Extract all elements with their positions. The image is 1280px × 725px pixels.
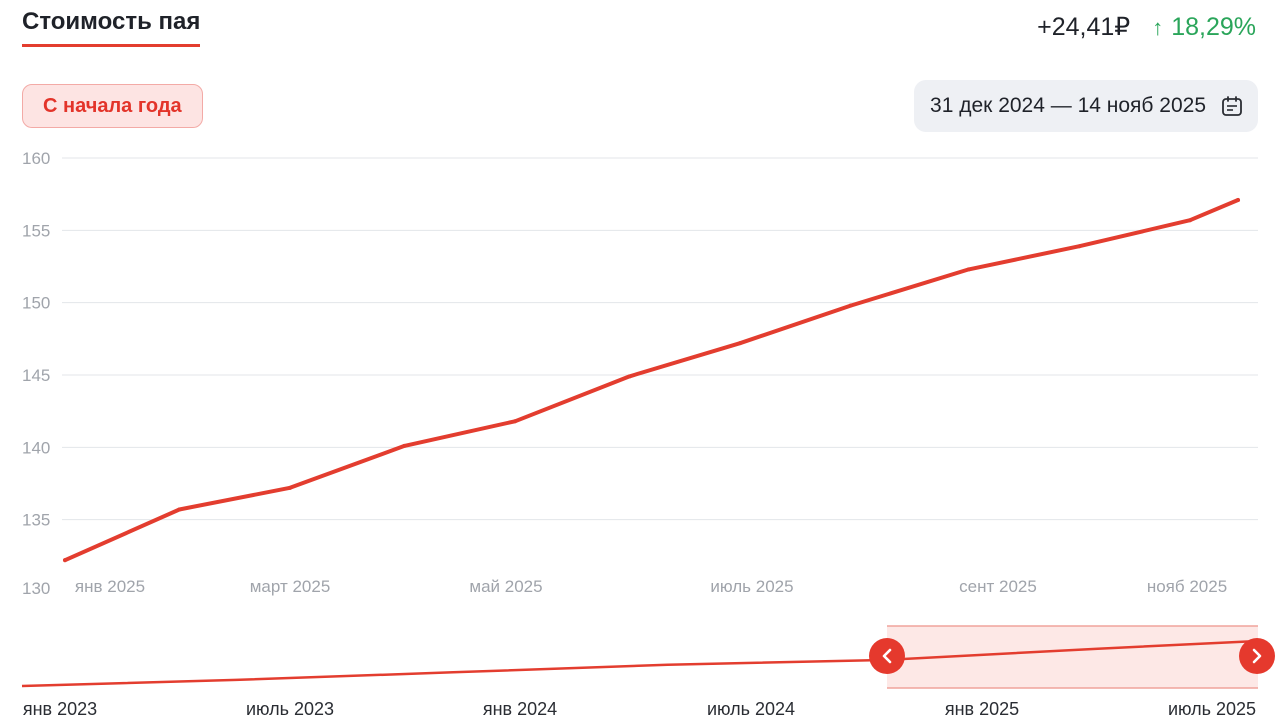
range-handle-right-circle[interactable]	[1239, 638, 1275, 674]
chevron-left-icon	[882, 648, 892, 664]
data-point	[63, 558, 67, 563]
price-change: +24,41₽ ↑ 18,29%	[1037, 12, 1256, 42]
change-absolute: +24,41₽	[1037, 13, 1131, 41]
series-line	[63, 198, 1240, 563]
main-series	[63, 197, 1240, 563]
change-percent: 18,29%	[1171, 13, 1256, 41]
range-navigator[interactable]: янв 2023 июль 2023 янв 2024 июль 2024 янв 20…	[21, 625, 1275, 719]
period-ytd-button[interactable]: С начала года	[22, 84, 203, 128]
navigator-tick-label: июль 2025	[1168, 699, 1256, 719]
range-handle-right[interactable]	[1239, 638, 1275, 674]
data-point	[848, 303, 853, 308]
x-tick-label: нояб 2025	[1147, 577, 1227, 596]
navigator-tick-label: янв 2023	[23, 699, 97, 719]
range-handle-left[interactable]	[869, 638, 905, 674]
date-range-picker[interactable]: 31 дек 2024 — 14 нояб 2025	[914, 80, 1258, 132]
data-point	[513, 419, 518, 424]
calendar-icon	[1222, 96, 1242, 116]
navigator-tick-label: июль 2024	[707, 699, 795, 719]
y-tick-label: 145	[22, 366, 50, 385]
x-axis: янв 2025 март 2025 май 2025 июль 2025 сент 2…	[75, 577, 1227, 596]
data-point	[402, 443, 407, 448]
data-point	[627, 374, 632, 379]
x-tick-label: янв 2025	[75, 577, 145, 596]
range-handle-left-circle[interactable]	[869, 638, 905, 674]
y-tick-label: 135	[22, 511, 50, 530]
data-point	[1077, 244, 1082, 249]
y-tick-label: 140	[22, 438, 50, 457]
x-tick-label: май 2025	[469, 577, 542, 596]
y-tick-label: 150	[22, 294, 50, 313]
x-tick-label: июль 2025	[710, 577, 793, 596]
navigator-line	[21, 639, 1259, 688]
data-point	[1188, 218, 1193, 223]
data-point	[177, 507, 182, 512]
arrow-up-icon: ↑	[1152, 15, 1164, 40]
x-tick-label: март 2025	[250, 577, 331, 596]
data-point	[738, 341, 743, 346]
y-tick-label: 130	[22, 579, 50, 598]
y-tick-label: 155	[22, 221, 50, 240]
navigator-tick-label: янв 2024	[483, 699, 557, 719]
page-title: Стоимость пая	[22, 8, 201, 47]
grid	[62, 157, 1258, 521]
x-tick-label: сент 2025	[959, 577, 1037, 596]
data-point	[288, 485, 293, 490]
y-axis: 160 155 150 145 140 135 130	[22, 149, 50, 598]
navigator-tick-label: июль 2023	[246, 699, 334, 719]
data-point	[1236, 197, 1240, 202]
y-tick-label: 160	[22, 149, 50, 168]
data-point	[966, 267, 971, 272]
navigator-tick-label: янв 2025	[945, 699, 1019, 719]
chevron-right-icon	[1252, 648, 1262, 664]
change-percent-group: ↑ 18,29%	[1152, 13, 1256, 42]
date-range-text: 31 дек 2024 — 14 нояб 2025	[930, 94, 1206, 117]
